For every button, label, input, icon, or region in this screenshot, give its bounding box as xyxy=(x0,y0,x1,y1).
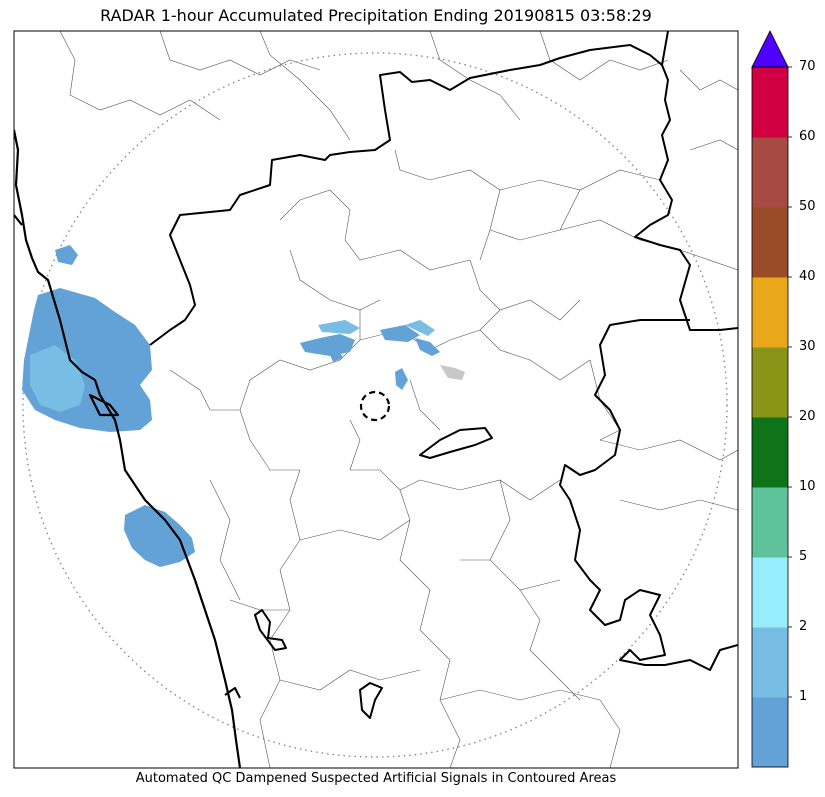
colorbar xyxy=(751,30,792,768)
colorbar-tick-label: 20 xyxy=(799,409,816,424)
map-frame xyxy=(13,30,739,769)
colorbar-tick-label: 5 xyxy=(799,549,808,564)
colorbar-tick-label: 2 xyxy=(799,619,808,634)
radar-site-marker xyxy=(359,390,391,422)
colorbar-tick-label: 50 xyxy=(799,199,816,214)
colorbar-tick-label: 70 xyxy=(799,59,816,74)
colorbar-tick-label: 40 xyxy=(799,269,816,284)
colorbar-tick-label: 1 xyxy=(799,689,808,704)
colorbar-bin xyxy=(752,557,788,628)
colorbar-tick-label: 30 xyxy=(799,339,816,354)
state-boundaries xyxy=(149,31,738,719)
precipitation-echoes xyxy=(22,245,465,567)
colorbar-bin xyxy=(752,697,788,768)
colorbar-tick-label: 60 xyxy=(799,129,816,144)
colorbar-bin xyxy=(752,207,788,278)
colorbar-bin xyxy=(752,347,788,418)
map-caption: Automated QC Dampened Suspected Artifici… xyxy=(135,771,617,786)
colorbar-bin xyxy=(752,417,788,488)
colorbar-bin xyxy=(752,487,788,558)
colorbar-tick-label: 10 xyxy=(799,479,816,494)
colorbar-bin xyxy=(752,277,788,348)
colorbar-bin xyxy=(752,137,788,208)
colorbar-bin xyxy=(752,67,788,138)
colorbar-extend-arrow xyxy=(751,30,789,68)
colorbar-bin xyxy=(752,627,788,698)
coastline xyxy=(14,129,242,768)
radar-range-ring xyxy=(22,52,728,758)
map-title: RADAR 1-hour Accumulated Precipitation E… xyxy=(100,6,652,25)
